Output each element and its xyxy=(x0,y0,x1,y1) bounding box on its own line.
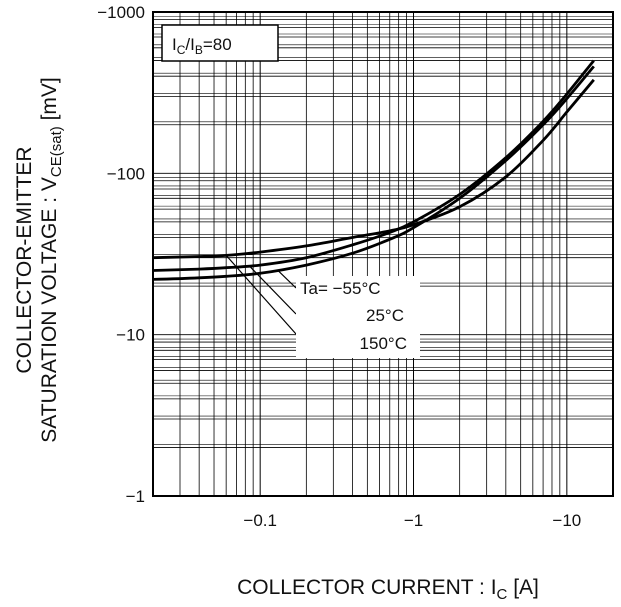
tick-labels: −0.1 −1 −10 −1 −10 −100 −1000 xyxy=(97,3,581,530)
grid xyxy=(153,12,613,496)
leader-line xyxy=(225,254,297,335)
condition-rest: =80 xyxy=(203,35,232,54)
condition-sub-2: B xyxy=(195,43,203,57)
series-label-55: Ta= −55°C xyxy=(300,279,381,298)
x-axis-label: COLLECTOR CURRENT : IC [A] xyxy=(237,576,539,603)
x-axis-label-unit: [A] xyxy=(507,576,539,599)
y-tick-label: −100 xyxy=(107,164,145,183)
y-axis-label-line2: SATURATION VOLTAGE : VCE(sat) [mV] xyxy=(38,77,65,443)
series-line-ta-150 xyxy=(152,78,595,260)
series-line-ta-minus-55 xyxy=(152,65,595,281)
series-leaders xyxy=(225,254,297,335)
condition-slash: /I xyxy=(185,35,194,54)
x-tick-label: −1 xyxy=(404,511,423,530)
y-axis-label-unit: [mV] xyxy=(38,77,61,126)
y-axis-label-line1: COLLECTOR-EMITTER xyxy=(13,146,36,373)
y-axis-label-main: SATURATION VOLTAGE : V xyxy=(38,177,61,443)
x-tick-label: −0.1 xyxy=(243,511,277,530)
x-axis-label-sub: C xyxy=(497,586,508,603)
svg-text:IC/IB=80: IC/IB=80 xyxy=(172,35,232,57)
condition-sub-1: C xyxy=(177,43,186,57)
condition-box: IC/IB=80 xyxy=(161,24,279,62)
plot-border xyxy=(152,11,614,497)
x-tick-label: −10 xyxy=(552,511,581,530)
y-axis-label-sub: CE(sat) xyxy=(48,126,65,177)
series-labels: Ta= −55°C 25°C 150°C xyxy=(296,276,420,358)
series-label-25: 25°C xyxy=(366,306,404,325)
leader-line xyxy=(277,269,297,289)
leader-line xyxy=(248,265,297,315)
y-axis-label: COLLECTOR-EMITTER SATURATION VOLTAGE : V… xyxy=(13,77,65,443)
series-line-ta-25 xyxy=(152,59,595,272)
series-label-150: 150°C xyxy=(360,334,407,353)
y-tick-label: −1 xyxy=(126,487,145,506)
plot-frame xyxy=(152,11,614,497)
y-tick-label: −10 xyxy=(116,326,145,345)
y-tick-label: −1000 xyxy=(97,3,145,22)
x-axis-label-main: COLLECTOR CURRENT : I xyxy=(237,576,496,599)
condition-text-1: I xyxy=(172,35,177,54)
